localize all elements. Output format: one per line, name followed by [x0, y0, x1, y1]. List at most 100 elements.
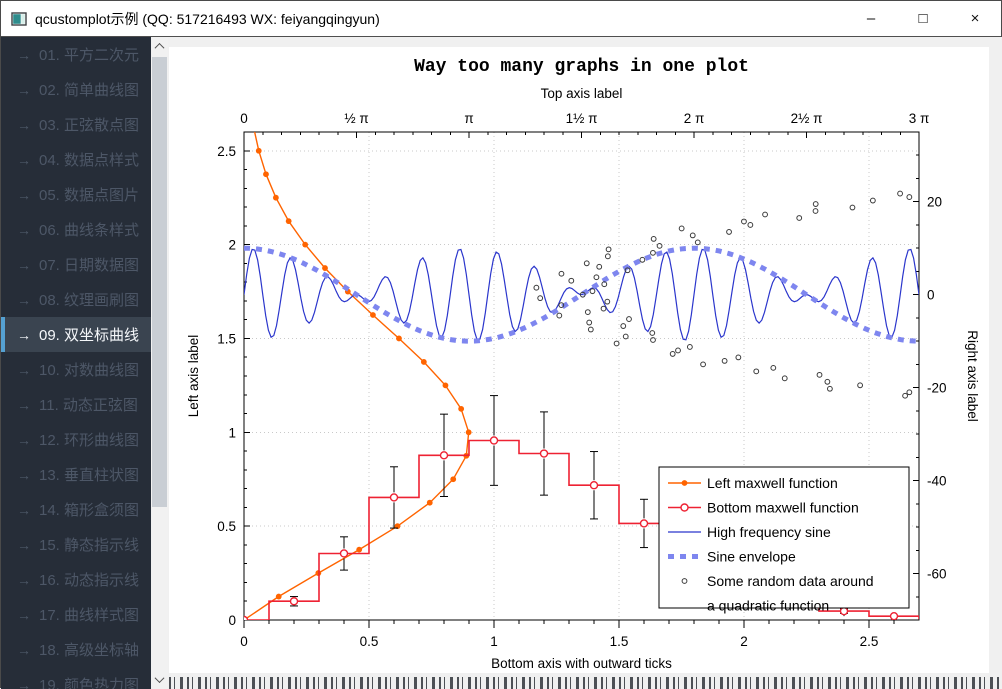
legend-entry-label: High frequency sine: [707, 524, 831, 540]
arrow-right-icon: →: [17, 47, 31, 63]
tick-label: 2.5: [217, 144, 236, 159]
sidebar-item-5[interactable]: → 05. 数据点图片: [1, 177, 151, 212]
arrow-right-icon: →: [17, 467, 31, 483]
tick-label: 1.5: [610, 634, 629, 649]
arrow-right-icon: →: [17, 642, 31, 658]
arrow-right-icon: →: [17, 327, 31, 343]
sidebar-item-16[interactable]: → 16. 动态指示线: [1, 562, 151, 597]
legend-entry-label: Left maxwell function: [707, 475, 838, 491]
sidebar-item-label: 11. 动态正弦图: [39, 394, 138, 415]
arrow-right-icon: →: [17, 572, 31, 588]
tick-label: 20: [927, 195, 942, 210]
tick-label: 2 π: [684, 111, 705, 126]
sidebar-item-4[interactable]: →04. 数据点样式: [1, 142, 151, 177]
tick-label: 3 π: [909, 111, 930, 126]
sidebar-item-label: 17. 曲线样式图: [39, 604, 139, 625]
tick-label: 0.5: [217, 519, 236, 534]
sidebar-item-3[interactable]: → 03. 正弦散点图: [1, 107, 151, 142]
arrow-right-icon: →: [17, 677, 31, 689]
scroll-down-button[interactable]: [151, 670, 168, 689]
arrow-right-icon: →: [17, 257, 31, 273]
tick-label: 2: [740, 634, 748, 649]
bottom-axis-label: Bottom axis with outward ticks: [491, 656, 672, 671]
sidebar-item-label: 02. 简单曲线图: [39, 79, 139, 100]
app-icon: [11, 11, 27, 27]
maximize-button[interactable]: □: [897, 1, 949, 36]
tick-label: -40: [927, 474, 947, 489]
tick-label: 0.5: [360, 634, 379, 649]
tick-label: ½ π: [344, 111, 368, 126]
clipped-text-row: [169, 677, 1002, 689]
tick-label: 2.5: [860, 634, 879, 649]
sidebar-item-label: 16. 动态指示线: [39, 569, 139, 590]
sidebar-item-6[interactable]: →06. 曲线条样式: [1, 212, 151, 247]
legend-entry-label: Sine envelope: [707, 549, 796, 565]
tick-label: 2½ π: [791, 111, 823, 126]
sidebar-item-label: 05. 数据点图片: [39, 184, 139, 205]
chart-title: Way too many graphs in one plot: [414, 57, 749, 77]
tick-label: 0: [240, 111, 248, 126]
tick-label: -60: [927, 567, 947, 582]
sidebar-scrollbar[interactable]: [151, 37, 168, 689]
sidebar-item-2[interactable]: → 02. 简单曲线图: [1, 72, 151, 107]
tick-label: 1: [228, 425, 236, 440]
sidebar-item-label: 08. 纹理画刷图: [39, 289, 139, 310]
arrow-right-icon: →: [17, 607, 31, 623]
sidebar-item-8[interactable]: →08. 纹理画刷图: [1, 282, 151, 317]
sidebar-item-18[interactable]: → 18. 高级坐标轴: [1, 632, 151, 667]
sidebar-item-label: 01. 平方二次元: [39, 44, 139, 65]
tick-label: 0: [240, 634, 248, 649]
right-axis-label: Right axis label: [965, 330, 980, 422]
sidebar-item-label: 18. 高级坐标轴: [39, 639, 139, 660]
minimize-button[interactable]: –: [845, 1, 897, 36]
chevron-up-icon: [155, 43, 165, 53]
arrow-right-icon: →: [17, 432, 31, 448]
sidebar-item-19[interactable]: →19. 颜色热力图: [1, 667, 151, 689]
tick-label: 0: [927, 288, 935, 303]
series-random-scatter: [534, 184, 989, 408]
chevron-down-icon: [155, 673, 165, 683]
sidebar-item-label: 03. 正弦散点图: [39, 114, 139, 135]
arrow-right-icon: →: [17, 82, 31, 98]
title-bar: qcustomplot示例 (QQ: 517216493 WX: feiyang…: [1, 1, 1001, 37]
sidebar-item-label: 14. 箱形盒须图: [39, 499, 139, 520]
sidebar-nav: →01. 平方二次元→02. 简单曲线图→03. 正弦散点图→04. 数据点样式…: [1, 37, 151, 689]
tick-label: 1½ π: [566, 111, 598, 126]
scrollbar-thumb[interactable]: [152, 57, 167, 507]
close-button[interactable]: ×: [949, 1, 1001, 36]
arrow-right-icon: →: [17, 537, 31, 553]
legend-entry-label: Bottom maxwell function: [707, 500, 859, 516]
sidebar-item-7[interactable]: → 07. 日期数据图: [1, 247, 151, 282]
arrow-right-icon: →: [17, 117, 31, 133]
sidebar-item-label: 15. 静态指示线: [39, 534, 139, 555]
scroll-up-button[interactable]: [151, 37, 168, 56]
sidebar-item-1[interactable]: → 01. 平方二次元: [1, 37, 151, 72]
sidebar-item-14[interactable]: → 14. 箱形盒须图: [1, 492, 151, 527]
sidebar-item-label: 07. 日期数据图: [39, 254, 139, 275]
tick-label: 0: [228, 613, 236, 628]
arrow-right-icon: →: [17, 397, 31, 413]
sidebar-item-label: 10. 对数曲线图: [39, 359, 139, 380]
arrow-right-icon: →: [17, 502, 31, 518]
sidebar-item-13[interactable]: → 13. 垂直柱状图: [1, 457, 151, 492]
tick-label: 1: [490, 634, 498, 649]
tick-label: -20: [927, 381, 947, 396]
sidebar-item-10[interactable]: →10. 对数曲线图: [1, 352, 151, 387]
sidebar-item-label: 09. 双坐标曲线: [39, 324, 139, 345]
sidebar-item-label: 04. 数据点样式: [39, 149, 139, 170]
sidebar-item-15[interactable]: → 15. 静态指示线: [1, 527, 151, 562]
sidebar-item-12[interactable]: → 12. 环形曲线图: [1, 422, 151, 457]
sidebar-item-label: 13. 垂直柱状图: [39, 464, 139, 485]
series-high-frequency-sine: [244, 250, 919, 340]
sidebar-item-17[interactable]: → 17. 曲线样式图: [1, 597, 151, 632]
tick-label: 2: [228, 238, 236, 253]
sidebar-item-11[interactable]: → 11. 动态正弦图: [1, 387, 151, 422]
left-axis-label: Left axis label: [186, 335, 201, 418]
arrow-right-icon: →: [17, 187, 31, 203]
window-controls: – □ ×: [845, 1, 1001, 36]
legend-entry-label: Some random data around: [707, 573, 874, 589]
sidebar-item-label: 12. 环形曲线图: [39, 429, 139, 450]
sidebar-item-9[interactable]: → 09. 双坐标曲线: [1, 317, 151, 352]
